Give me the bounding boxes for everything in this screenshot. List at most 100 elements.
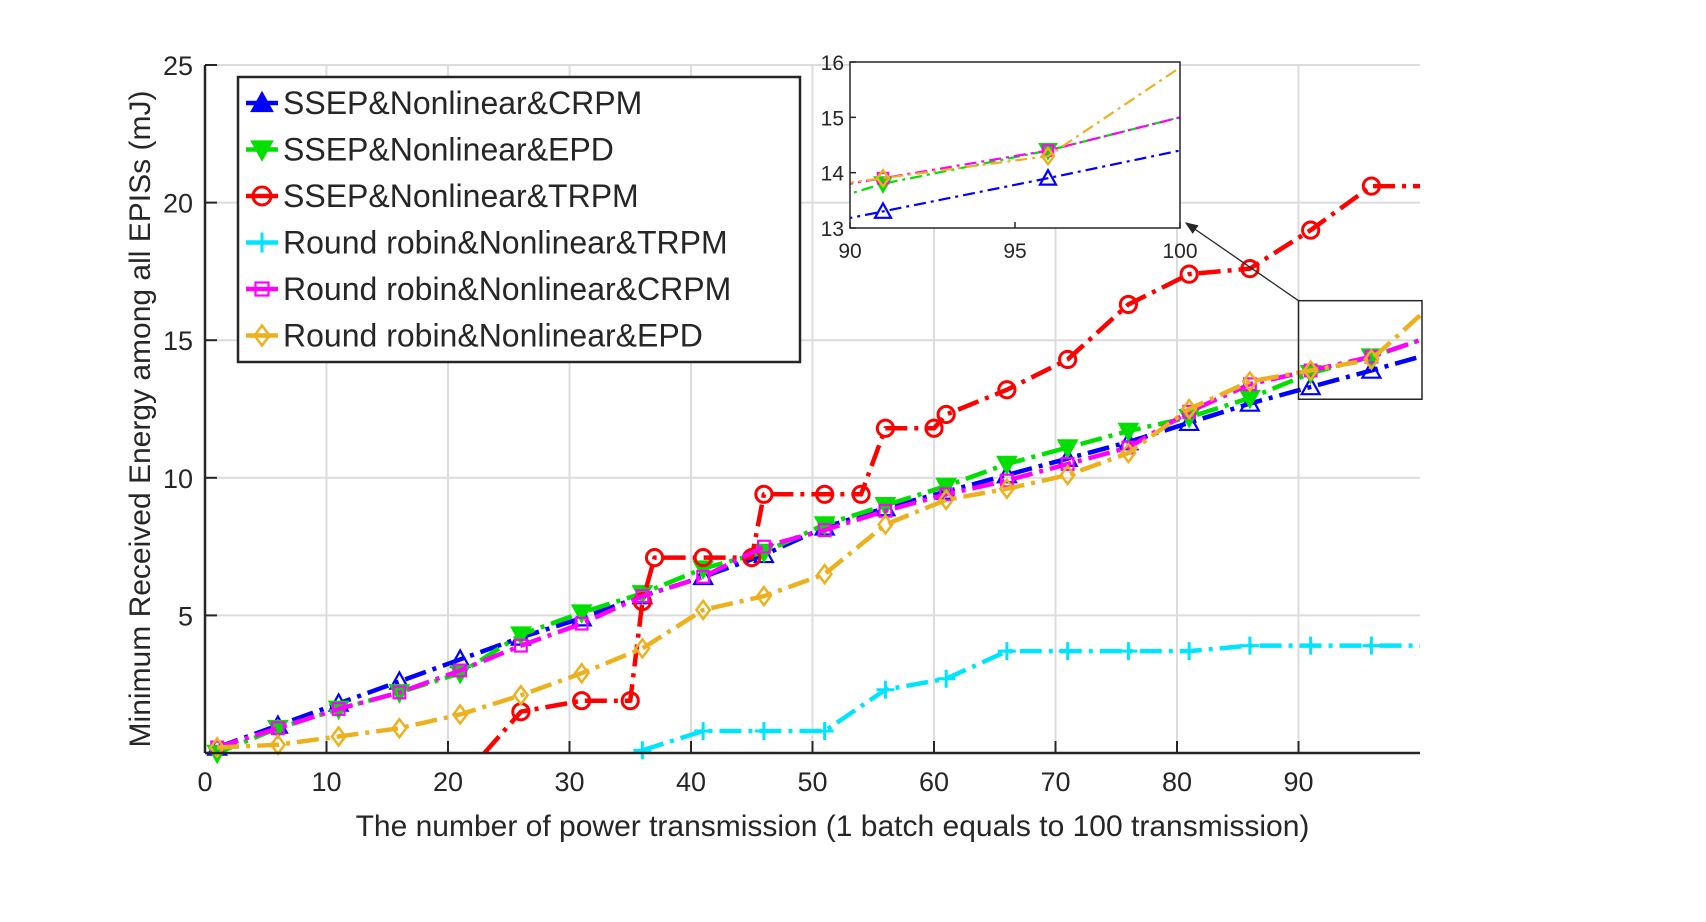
data-point — [815, 484, 835, 504]
data-point — [574, 616, 589, 631]
data-point — [1056, 439, 1079, 459]
data-point — [1117, 422, 1140, 443]
x-tick-label: 30 — [554, 767, 584, 797]
main-axes: 0 10 20 30 40 50 60 70 80 90 5 10 15 20 25 — [163, 51, 1420, 797]
data-point — [1178, 411, 1201, 432]
data-point — [1180, 397, 1198, 421]
data-point — [331, 702, 346, 716]
data-point — [453, 663, 468, 678]
data-point — [391, 717, 408, 740]
zoom-region-box — [1297, 299, 1423, 400]
data-point — [1241, 370, 1259, 393]
data-point — [635, 589, 650, 604]
data-point — [999, 473, 1014, 488]
data-point — [1360, 359, 1383, 379]
data-point — [1301, 220, 1321, 240]
x-tick-label: 0 — [197, 767, 212, 797]
data-point — [935, 477, 958, 498]
data-point — [1058, 642, 1077, 661]
y-tick-label: 5 — [178, 601, 193, 631]
zoom-rectangle — [1297, 299, 1423, 400]
data-point — [573, 662, 590, 685]
legend-label: Round robin&Nonlinear&CRPM — [283, 271, 731, 307]
data-point — [875, 168, 891, 189]
legend-box — [236, 75, 802, 364]
data-point — [252, 232, 272, 253]
y-tick-label: 25 — [163, 51, 193, 81]
legend-label: SSEP&Nonlinear&CRPM — [283, 85, 642, 121]
legend-label: Round robin&Nonlinear&EPD — [283, 318, 703, 354]
x-tick-label: 50 — [797, 767, 827, 797]
y-tick-label: 10 — [163, 464, 193, 494]
legend-label: SSEP&Nonlinear&EPD — [283, 132, 614, 168]
data-point — [570, 604, 593, 624]
inset-y-tick-label: 13 — [821, 218, 844, 241]
data-point — [997, 642, 1016, 661]
data-point — [1240, 259, 1260, 279]
data-point — [924, 418, 944, 438]
data-point — [1361, 176, 1382, 196]
inset-y-tick-label: 15 — [821, 107, 844, 130]
data-point — [1060, 457, 1075, 471]
data-point — [1059, 463, 1076, 487]
data-point — [1302, 359, 1319, 382]
data-point — [817, 523, 832, 538]
data-point — [512, 684, 530, 707]
data-point — [1118, 294, 1139, 315]
data-point — [250, 140, 274, 162]
data-point — [1120, 441, 1137, 465]
legend-entry-ssep-nonlinear-epd: SSEP&Nonlinear&EPD — [246, 132, 614, 168]
inset-y-tick-label: 14 — [821, 163, 845, 186]
data-point — [851, 484, 871, 504]
inset-y-tick-label: 16 — [821, 52, 844, 75]
x-tick-label: 90 — [1283, 767, 1313, 797]
data-point — [997, 380, 1017, 400]
inset-zoom-chart: 90 95 100 13 14 15 16 — [821, 52, 1299, 302]
data-point — [813, 516, 836, 536]
inset-x-tick-label: 95 — [1003, 240, 1026, 263]
main-series — [206, 176, 1422, 765]
legend-entry-ssep-nonlinear-crpm: SSEP&Nonlinear&CRPM — [246, 85, 642, 121]
legend-entry-round-robin-nonlinear-trpm: Round robin&Nonlinear&TRPM — [246, 225, 728, 261]
data-point — [1301, 636, 1320, 655]
inset-series-line — [850, 116, 1180, 185]
x-tick-label: 10 — [311, 767, 341, 797]
data-point — [756, 539, 771, 554]
data-point — [1239, 392, 1261, 412]
data-point — [250, 90, 274, 113]
x-tick-label: 80 — [1162, 767, 1192, 797]
data-point — [876, 680, 895, 699]
data-point — [1040, 145, 1056, 167]
data-point — [873, 201, 893, 219]
y-axis-label: Minimum Received Energy among all EPISs … — [124, 91, 157, 748]
data-point — [644, 548, 665, 568]
inset-series-round-robin-nonlinear-epd — [850, 66, 1180, 189]
data-point — [1240, 636, 1259, 655]
data-point — [696, 569, 711, 584]
zoom-arrow — [1184, 222, 1299, 302]
data-point — [754, 484, 774, 504]
data-point — [935, 480, 958, 500]
series-round-robin-nonlinear-trpm — [633, 636, 1420, 760]
data-point — [251, 185, 273, 207]
data-point — [513, 638, 528, 653]
x-tick-label: 40 — [676, 767, 706, 797]
inset-series — [850, 66, 1180, 220]
legend-entry-round-robin-nonlinear-crpm: Round robin&Nonlinear&CRPM — [246, 271, 731, 307]
series-round-robin-nonlinear-epd — [208, 313, 1422, 759]
data-point — [1119, 642, 1138, 661]
legend-entry-round-robin-nonlinear-epd: Round robin&Nonlinear&EPD — [246, 318, 703, 354]
data-point — [694, 721, 713, 740]
data-point — [208, 736, 226, 759]
data-point — [998, 477, 1016, 500]
inset-series-line — [850, 149, 1180, 220]
legend-label: SSEP&Nonlinear&TRPM — [283, 178, 639, 214]
data-point — [1180, 642, 1199, 661]
data-point — [1362, 636, 1381, 655]
series-round-robin-nonlinear-crpm — [210, 338, 1421, 755]
data-point — [1058, 349, 1078, 370]
data-point — [634, 637, 651, 660]
data-point — [330, 725, 347, 748]
data-point — [1179, 264, 1199, 284]
inset-plot-area — [850, 62, 1180, 228]
